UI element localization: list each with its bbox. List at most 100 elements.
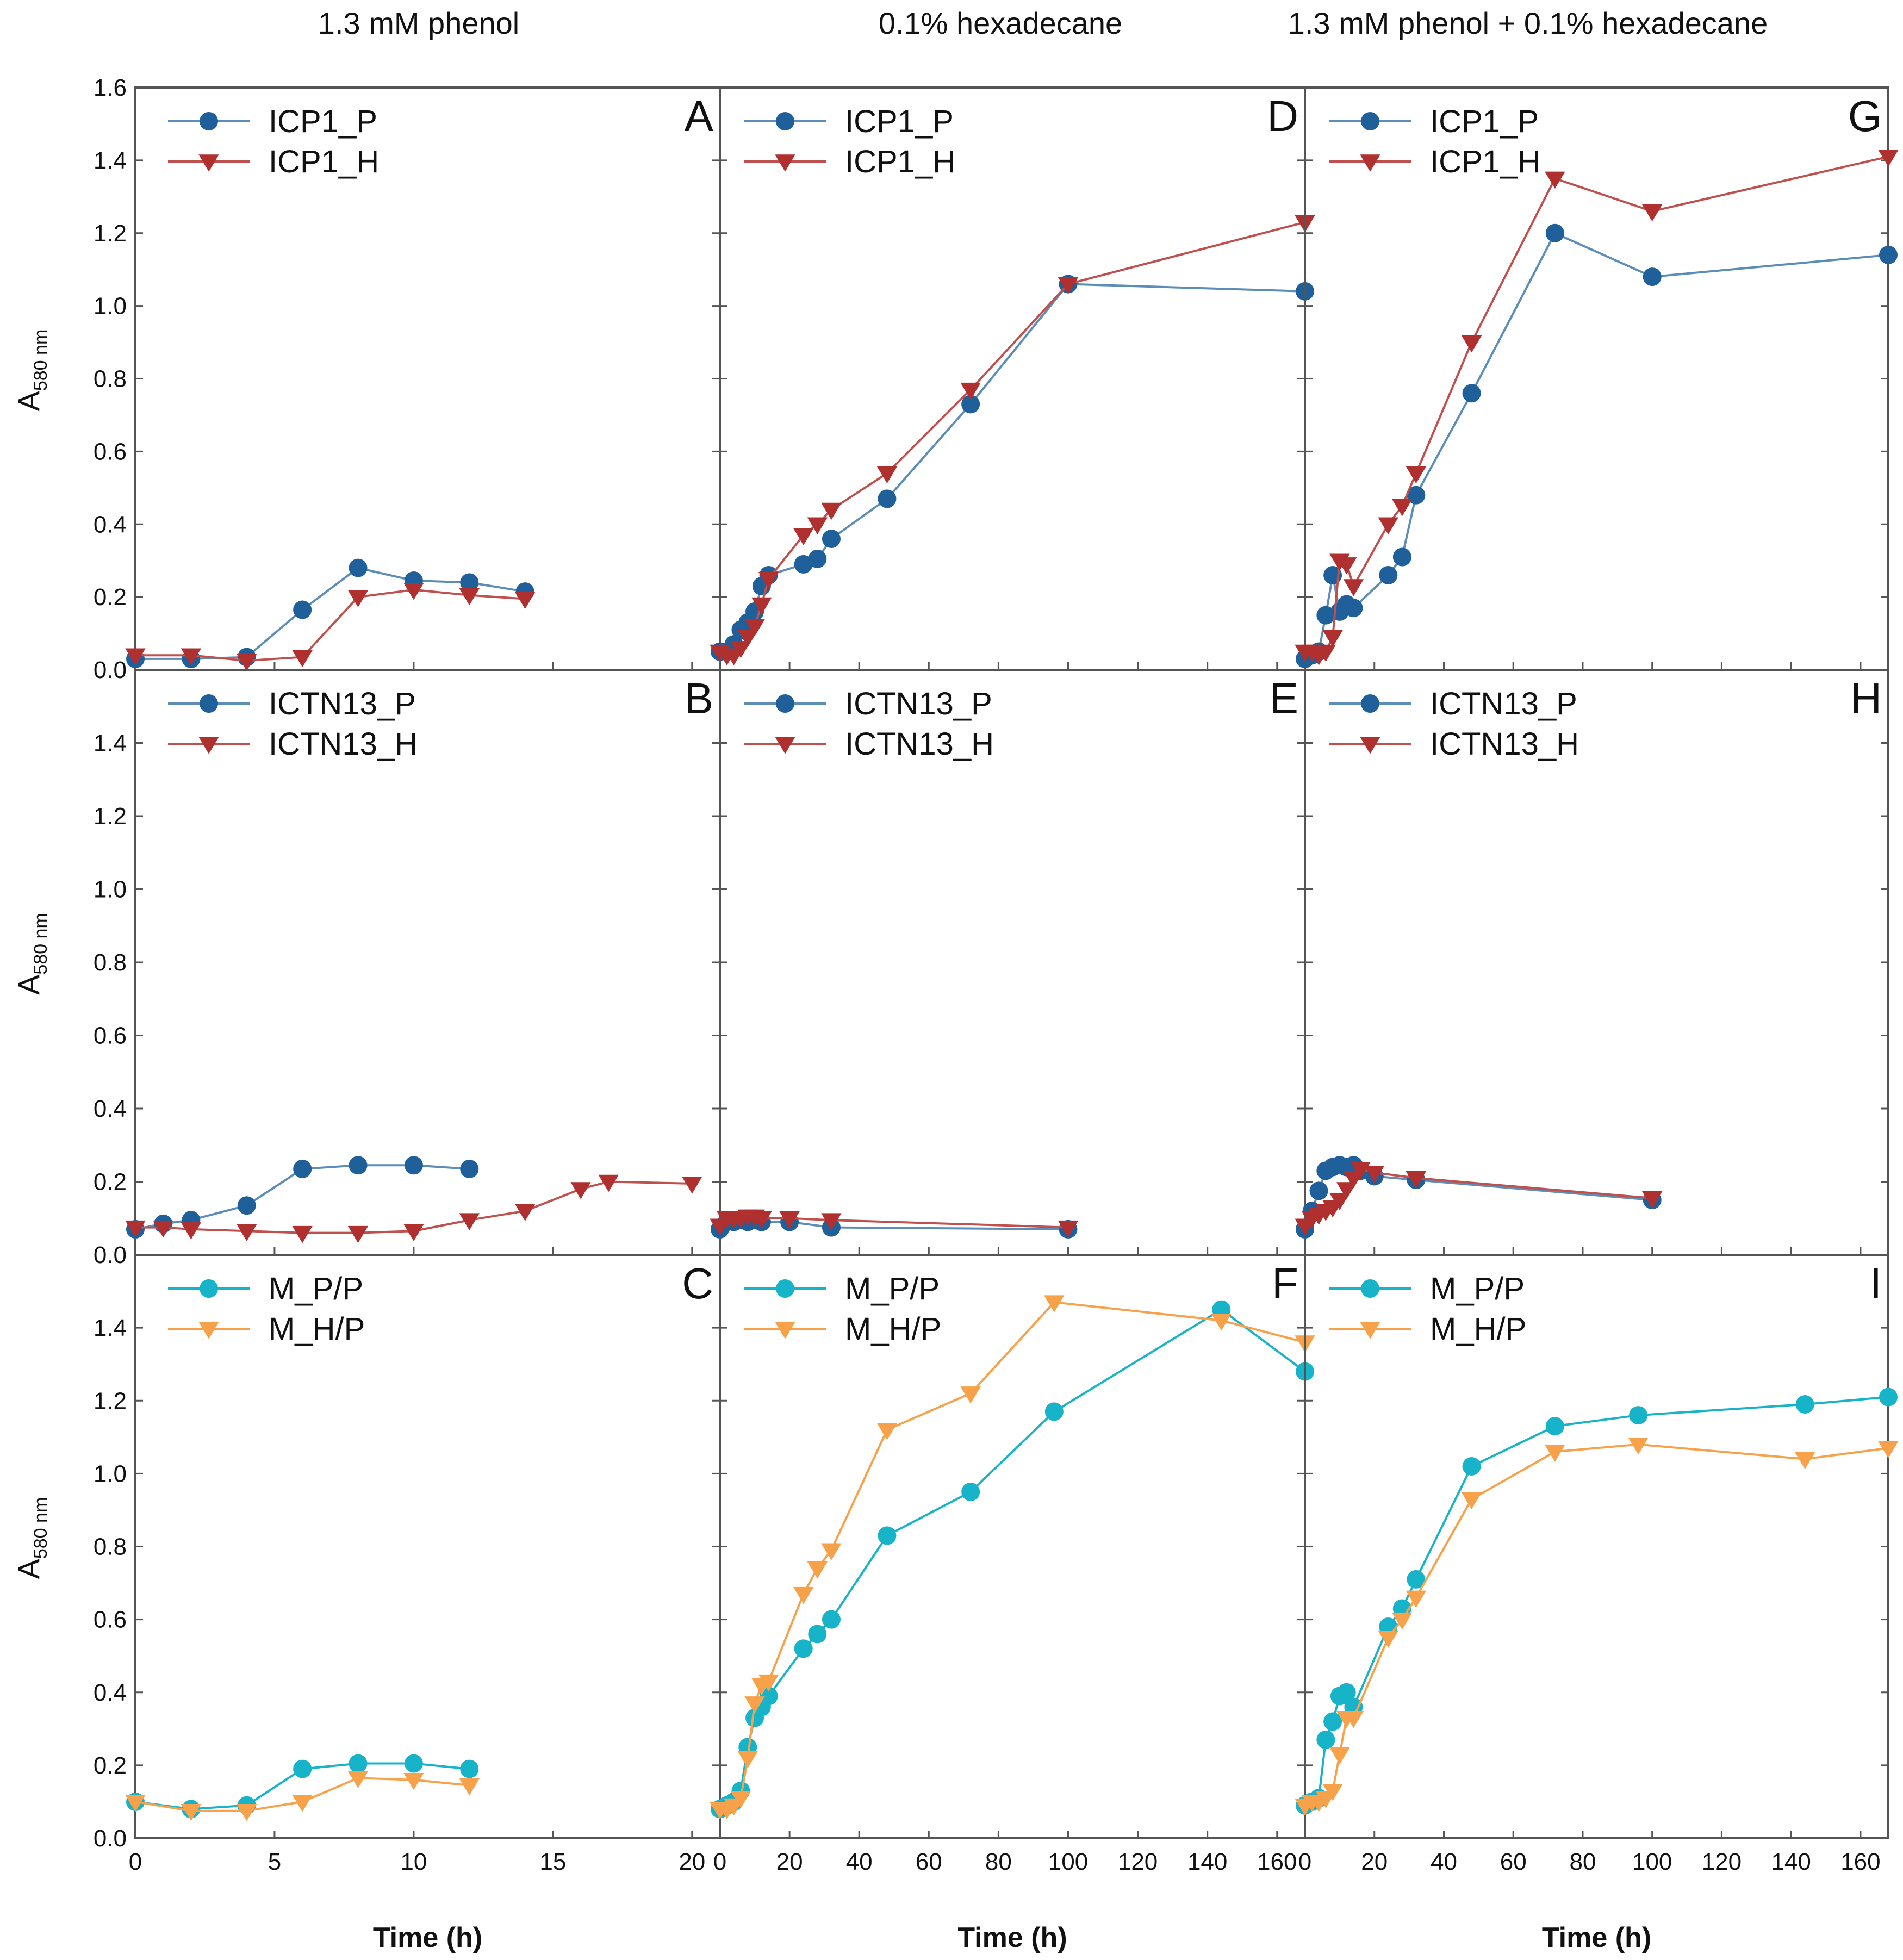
data-point — [1879, 1387, 1898, 1407]
y-tick-label: 1.4 — [94, 147, 127, 174]
series-icp1-h — [1295, 150, 1899, 665]
series-m-h-p — [1295, 1437, 1899, 1816]
series-line — [135, 588, 525, 662]
panel-letter: H — [1850, 674, 1882, 723]
data-point — [751, 1211, 772, 1229]
x-tick-label: 160 — [1840, 1849, 1880, 1875]
panel-letter: E — [1270, 674, 1298, 723]
data-point — [758, 1674, 779, 1692]
x-tick-label: 5 — [268, 1849, 281, 1875]
data-point — [153, 1220, 173, 1238]
data-point — [1878, 150, 1899, 167]
data-point — [737, 630, 758, 648]
data-point — [1392, 499, 1413, 517]
data-point — [808, 1625, 827, 1644]
legend-circle-icon — [1361, 112, 1379, 130]
x-tick-label: 60 — [916, 1849, 942, 1875]
legend-triangle-icon — [775, 737, 795, 754]
legend-label: M_H/P — [269, 1311, 365, 1347]
data-point — [404, 1156, 423, 1175]
legend-label: M_P/P — [845, 1271, 940, 1306]
data-point — [821, 1543, 842, 1560]
data-point — [1392, 547, 1411, 567]
data-point — [793, 1586, 814, 1604]
x-axis-label: Time (h) — [373, 1922, 482, 1953]
data-point — [878, 489, 897, 508]
series-line — [1304, 232, 1889, 660]
x-tick-label: 140 — [1771, 1849, 1811, 1875]
data-point — [349, 1754, 368, 1773]
data-point — [822, 1610, 841, 1629]
data-point — [349, 1156, 368, 1175]
x-tick-label: 20 — [679, 1849, 705, 1875]
legend-triangle-icon — [198, 154, 219, 172]
y-tick-label: 0.2 — [94, 1169, 127, 1196]
data-point — [237, 1196, 256, 1215]
data-point — [1378, 1631, 1398, 1648]
x-tick-label: 0 — [713, 1849, 726, 1875]
data-point — [759, 1687, 778, 1706]
series-line — [719, 221, 1305, 657]
series-line — [720, 1301, 1305, 1810]
legend-label: M_H/P — [845, 1311, 941, 1347]
column-title-hexadecane: 0.1% hexadecane — [879, 6, 1122, 40]
data-point — [1795, 1395, 1814, 1414]
data-point — [1878, 1441, 1899, 1459]
series-icp1-p — [711, 275, 1314, 661]
y-axis-label-subscript: 580 nm — [30, 329, 51, 391]
column-title-phenol: 1.3 mM phenol — [318, 6, 519, 40]
data-point — [1058, 1220, 1079, 1238]
panel-letter: F — [1272, 1259, 1298, 1308]
data-point — [237, 1803, 257, 1821]
legend-label: ICP1_P — [845, 104, 954, 139]
data-point — [1406, 466, 1427, 484]
data-point — [181, 1803, 202, 1821]
data-point — [347, 590, 369, 607]
panel-letter: C — [682, 1259, 713, 1308]
data-point — [793, 528, 814, 546]
y-axis-label: A580 nm — [11, 913, 51, 995]
legend-label: ICTN13_H — [845, 726, 994, 762]
data-point — [821, 502, 842, 520]
legend-label: ICTN13_P — [845, 686, 992, 721]
data-point — [237, 654, 257, 671]
data-point — [1378, 517, 1398, 534]
legend-circle-icon — [1361, 1279, 1379, 1298]
legend-circle-icon — [1361, 694, 1379, 713]
data-point — [961, 395, 980, 414]
y-tick-label: 0.4 — [94, 1096, 127, 1122]
data-point — [1211, 1313, 1232, 1331]
data-point — [181, 648, 202, 665]
data-point — [821, 1213, 842, 1230]
data-point — [125, 1795, 146, 1812]
panel-frame — [134, 86, 721, 671]
data-point — [403, 1772, 424, 1790]
series-icp1-p — [1296, 223, 1898, 668]
data-point — [459, 1778, 480, 1796]
y-tick-label: 0.0 — [94, 1242, 127, 1268]
legend-triangle-icon — [198, 737, 219, 754]
x-tick-label: 100 — [1632, 1849, 1672, 1875]
y-tick-label: 0.4 — [94, 511, 127, 538]
y-tick-label: 1.4 — [94, 1315, 127, 1341]
data-point — [459, 588, 480, 606]
data-point — [1879, 245, 1898, 264]
data-point — [961, 1482, 980, 1501]
data-point — [293, 600, 312, 619]
data-point — [1316, 1730, 1335, 1749]
legend-label: ICTN13_P — [1430, 686, 1577, 721]
data-point — [1044, 1402, 1064, 1421]
y-axis-label: A580 nm — [11, 329, 51, 412]
data-point — [1379, 565, 1398, 584]
data-point — [403, 1224, 424, 1241]
y-tick-label: 0.8 — [94, 949, 127, 976]
data-point — [1545, 171, 1565, 189]
data-point — [403, 582, 424, 600]
series-m-p-p — [711, 1300, 1314, 1819]
panel-frame — [719, 669, 1306, 1256]
panel-frame — [1304, 669, 1889, 1256]
legend-triangle-icon — [1360, 1322, 1380, 1339]
data-point — [1309, 1181, 1328, 1200]
x-tick-label: 15 — [539, 1849, 566, 1875]
